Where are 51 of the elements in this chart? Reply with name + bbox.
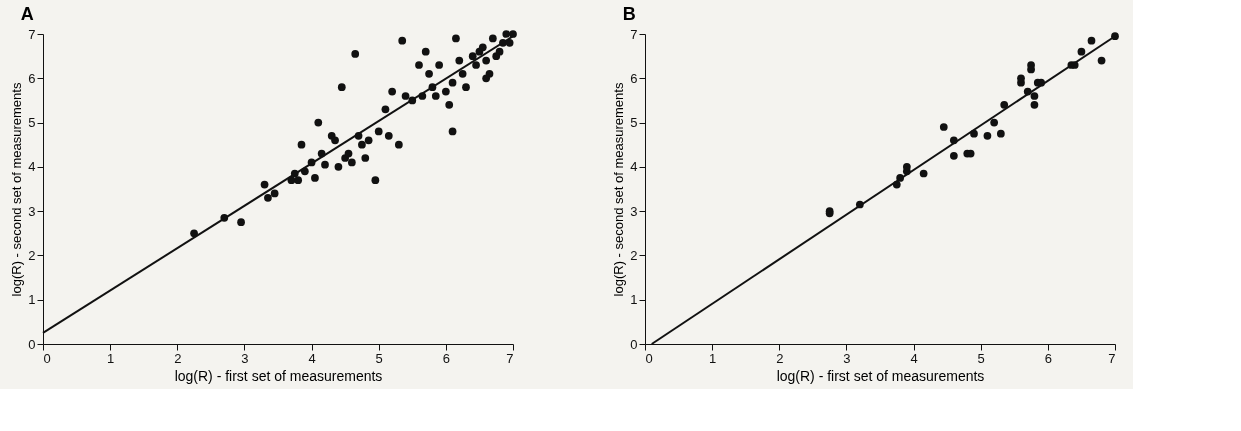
point: [1030, 92, 1039, 100]
y-tick-label: 6: [28, 70, 36, 86]
point: [983, 131, 992, 140]
x-tick-label: 4: [308, 350, 316, 366]
y-tick-label: 0: [630, 336, 638, 352]
x-tick-label: 3: [241, 350, 249, 366]
x-tick-label: 1: [107, 350, 115, 366]
x-tick-label: 3: [843, 350, 851, 366]
y-axis-title: log(R) - second set of measurements: [9, 82, 25, 297]
point: [902, 162, 911, 171]
point: [1087, 36, 1096, 45]
x-tick-label: 7: [506, 350, 514, 366]
chart-title: A: [20, 4, 34, 24]
x-tick-label: 6: [1044, 350, 1052, 366]
y-axis-title: log(R) - second set of measurements: [611, 82, 627, 297]
x-tick-label: 7: [1108, 350, 1116, 366]
y-tick-label: 4: [630, 159, 638, 175]
x-axis-title: log(R) - first set of measurements: [174, 367, 383, 384]
y-tick-label: 0: [28, 336, 36, 352]
x-tick-label: 4: [910, 350, 918, 366]
point: [1077, 47, 1086, 56]
y-tick-label: 3: [28, 203, 36, 219]
chart-title: B: [622, 4, 636, 24]
point: [1097, 56, 1106, 65]
x-axis-title: log(R) - first set of measurements: [776, 367, 985, 384]
y-tick-label: 5: [630, 115, 638, 131]
y-tick-label: 5: [28, 115, 36, 131]
x-tick-label: 0: [645, 350, 653, 366]
x-tick-label: 0: [43, 350, 51, 366]
y-tick-label: 6: [630, 70, 638, 86]
x-tick-label: 2: [174, 350, 182, 366]
point: [996, 129, 1005, 138]
y-tick-label: 7: [28, 26, 36, 42]
y-tick-label: 2: [28, 247, 36, 263]
y-tick-label: 3: [630, 203, 638, 219]
point: [919, 169, 928, 178]
point: [990, 118, 999, 127]
x-tick-label: 2: [776, 350, 784, 366]
point: [1030, 100, 1039, 109]
y-tick-label: 1: [28, 292, 36, 308]
x-tick-label: 5: [977, 350, 985, 366]
y-tick-label: 2: [630, 247, 638, 263]
point: [1000, 100, 1009, 109]
x-tick-label: 1: [709, 350, 717, 366]
x-tick-label: 6: [442, 350, 450, 366]
point: [939, 123, 948, 131]
x-tick-label: 5: [375, 350, 383, 366]
y-tick-label: 7: [630, 26, 638, 42]
point: [949, 151, 958, 160]
y-tick-label: 4: [28, 159, 36, 175]
y-tick-label: 1: [630, 292, 638, 308]
